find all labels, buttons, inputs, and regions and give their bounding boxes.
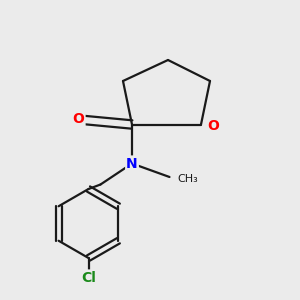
Text: O: O <box>73 112 85 126</box>
Text: O: O <box>207 119 219 133</box>
Text: CH₃: CH₃ <box>177 173 198 184</box>
Text: N: N <box>126 157 138 170</box>
Text: Cl: Cl <box>81 271 96 284</box>
